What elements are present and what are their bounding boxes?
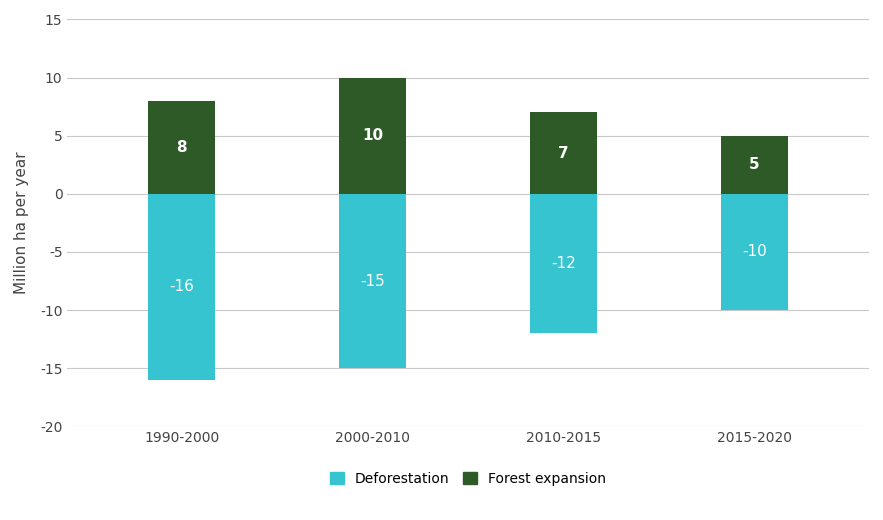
Text: -12: -12 [551, 256, 576, 271]
Text: -10: -10 [743, 244, 767, 259]
Text: 7: 7 [558, 146, 569, 161]
Bar [531, 112, 597, 194]
Bar [531, 194, 597, 333]
Bar [721, 136, 788, 194]
Text: -16: -16 [170, 279, 194, 294]
Y-axis label: Million ha per year: Million ha per year [14, 152, 29, 294]
Legend: Deforestation, Forest expansion: Deforestation, Forest expansion [324, 466, 612, 491]
Bar [339, 77, 406, 194]
Bar [721, 194, 788, 310]
Bar [148, 101, 215, 194]
Text: 5: 5 [750, 157, 760, 172]
Text: 8: 8 [177, 140, 187, 155]
Text: 10: 10 [362, 128, 383, 143]
Bar [339, 194, 406, 368]
Bar [148, 194, 215, 380]
Text: -15: -15 [360, 274, 385, 289]
